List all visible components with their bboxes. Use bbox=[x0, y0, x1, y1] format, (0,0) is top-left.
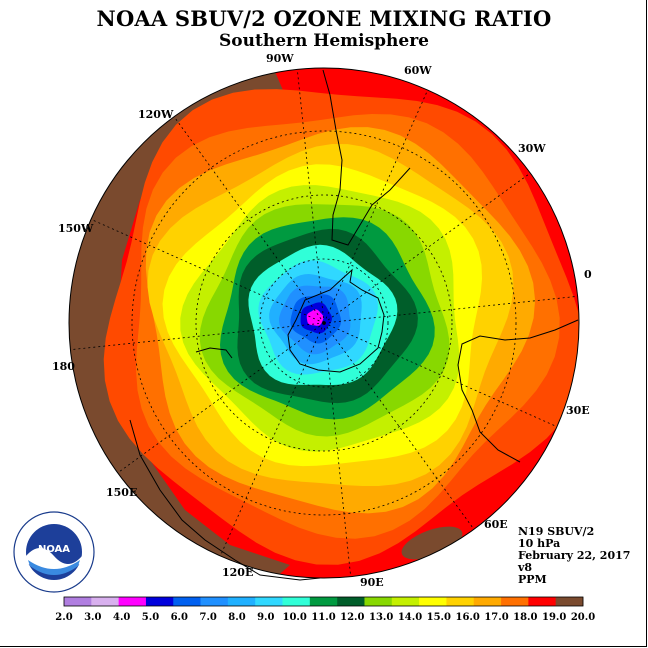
new-zealand-coast bbox=[195, 347, 233, 359]
colorbar-swatch bbox=[64, 597, 92, 606]
graticule bbox=[70, 69, 578, 577]
noaa-logo: NOAA bbox=[13, 511, 95, 593]
colorbar-tick-label: 4.0 bbox=[113, 612, 130, 623]
colorbar-border bbox=[63, 596, 584, 607]
latitude-circle bbox=[131, 130, 517, 516]
colorbar-swatch bbox=[118, 597, 147, 606]
colorbar-tick-label: 18.0 bbox=[513, 612, 537, 623]
colorbar-swatch bbox=[227, 597, 256, 606]
colorbar-tick-label: 17.0 bbox=[484, 612, 508, 623]
info-instrument: N19 SBUV/2 bbox=[518, 525, 595, 538]
colorbar-swatch bbox=[419, 597, 447, 606]
longitude-label: 30W bbox=[518, 142, 546, 155]
colorbar-tick-label: 5.0 bbox=[142, 612, 159, 623]
colorbar-tick-label: 11.0 bbox=[311, 612, 335, 623]
colorbar-tick-label: 14.0 bbox=[398, 612, 422, 623]
colorbar-swatch bbox=[173, 597, 201, 606]
australia-coast bbox=[129, 419, 321, 581]
colorbar-tick-label: 16.0 bbox=[456, 612, 480, 623]
info-version: v8 bbox=[518, 561, 533, 574]
colorbar-tick-label: 8.0 bbox=[228, 612, 245, 623]
longitude-label: 60W bbox=[404, 64, 432, 77]
colorbar-swatch bbox=[528, 597, 556, 606]
colorbar-tick-label: 13.0 bbox=[369, 612, 393, 623]
antarctica-coast bbox=[287, 268, 385, 373]
longitude-label: 60E bbox=[484, 518, 508, 531]
south-america-coast bbox=[322, 69, 411, 246]
colorbar-tick-label: 19.0 bbox=[542, 612, 566, 623]
longitude-label: 150E bbox=[106, 486, 138, 499]
colorbar-swatch bbox=[446, 597, 475, 606]
info-units: PPM bbox=[518, 573, 547, 586]
field-patch-20 bbox=[401, 526, 463, 560]
longitude-label: 120E bbox=[222, 566, 254, 579]
colorbar-tick-label: 12.0 bbox=[340, 612, 364, 623]
longitude-label: 30E bbox=[566, 404, 590, 417]
colorbar-swatch bbox=[255, 597, 283, 606]
info-date: February 22, 2017 bbox=[518, 549, 631, 562]
colorbar-tick-label: 2.0 bbox=[55, 612, 72, 623]
longitude-label: 90W bbox=[266, 52, 294, 65]
colorbar-swatch bbox=[501, 597, 529, 606]
logo-text: NOAA bbox=[38, 544, 70, 555]
map-border bbox=[68, 67, 580, 579]
info-level: 10 hPa bbox=[518, 537, 561, 550]
colorbar-tick-label: 10.0 bbox=[283, 612, 307, 623]
field-band bbox=[306, 309, 324, 326]
longitude-label: 90E bbox=[360, 576, 384, 589]
colorbar-swatch bbox=[91, 597, 119, 606]
info-block: N19 SBUV/2 10 hPa February 22, 2017 v8 P… bbox=[518, 526, 630, 586]
colorbar-swatch bbox=[391, 597, 420, 606]
latitude-circle bbox=[259, 258, 389, 388]
colorbar-swatch bbox=[555, 597, 584, 606]
colorbar-tick-label: 20.0 bbox=[571, 612, 595, 623]
colorbar-tick-label: 9.0 bbox=[257, 612, 274, 623]
africa-coast bbox=[457, 319, 579, 463]
colorbar-swatch bbox=[145, 597, 174, 606]
colorbar-swatch bbox=[364, 597, 393, 606]
colorbar-swatch bbox=[337, 597, 365, 606]
colorbar-tick-label: 15.0 bbox=[427, 612, 451, 623]
colorbar-swatch bbox=[282, 597, 311, 606]
longitude-label: 180 bbox=[52, 360, 75, 373]
page-title: NOAA SBUV/2 OZONE MIXING RATIO bbox=[96, 6, 552, 31]
longitude-label: 0 bbox=[584, 268, 592, 281]
colorbar-tick-label: 7.0 bbox=[199, 612, 216, 623]
latitude-circle bbox=[195, 194, 453, 452]
coastlines bbox=[129, 69, 579, 581]
longitude-label: 150W bbox=[58, 222, 94, 235]
colorbar: 2.0 3.0 4.0 5.0 6.0 7.0 8.0 9.0 10.0 11.0 12.0 13.0… bbox=[55, 596, 595, 623]
colorbar-tick-label: 3.0 bbox=[84, 612, 101, 623]
colorbar-swatch bbox=[309, 597, 338, 606]
colorbar-tick-label: 6.0 bbox=[171, 612, 188, 623]
colorbar-swatch bbox=[473, 597, 502, 606]
colorbar-swatch bbox=[200, 597, 229, 606]
longitude-label: 120W bbox=[138, 108, 174, 121]
page-subtitle: Southern Hemisphere bbox=[219, 31, 429, 51]
